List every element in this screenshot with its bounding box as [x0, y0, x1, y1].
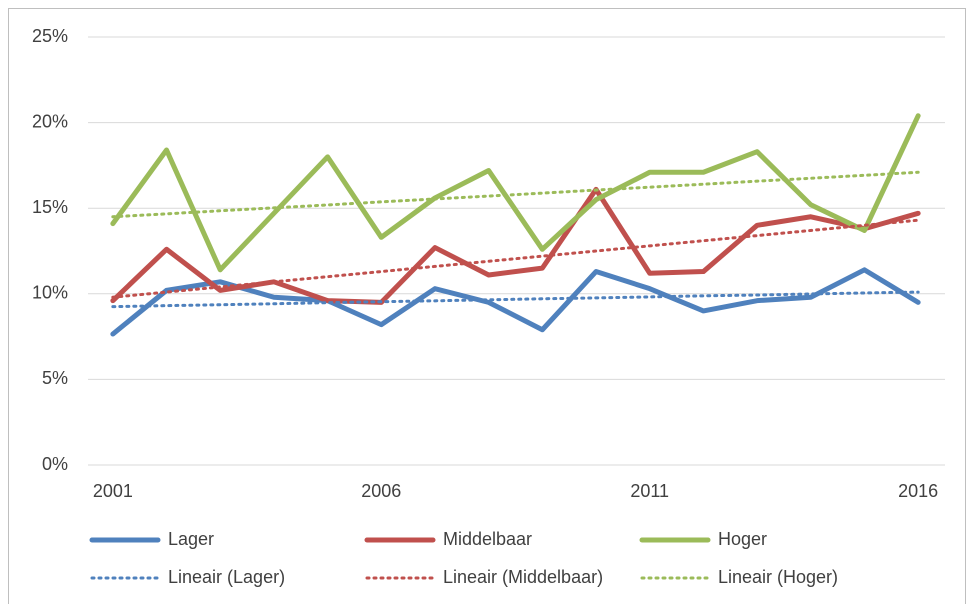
trend-line — [111, 218, 920, 299]
x-tick-label: 2011 — [630, 481, 669, 501]
series-line — [110, 113, 921, 273]
trend-line — [111, 290, 920, 309]
y-tick-label: 0% — [42, 454, 68, 474]
chart-frame — [8, 8, 966, 604]
legend-label: Lager — [168, 529, 214, 549]
legend-label: Lineair (Hoger) — [718, 567, 838, 587]
legend-label: Middelbaar — [443, 529, 532, 549]
y-tick-label: 15% — [32, 197, 68, 217]
legend-label: Lineair (Middelbaar) — [443, 567, 603, 587]
trend-line — [111, 170, 920, 219]
y-tick-label: 10% — [32, 283, 68, 303]
x-tick-label: 2016 — [898, 481, 938, 501]
series-line — [110, 267, 921, 337]
y-tick-label: 25% — [32, 26, 68, 46]
legend-label: Hoger — [718, 529, 767, 549]
y-tick-label: 5% — [42, 368, 68, 388]
series-line — [110, 186, 921, 305]
x-tick-label: 2006 — [361, 481, 401, 501]
x-tick-label: 2001 — [93, 481, 133, 501]
legend-label: Lineair (Lager) — [168, 567, 285, 587]
y-tick-label: 20% — [32, 111, 68, 131]
